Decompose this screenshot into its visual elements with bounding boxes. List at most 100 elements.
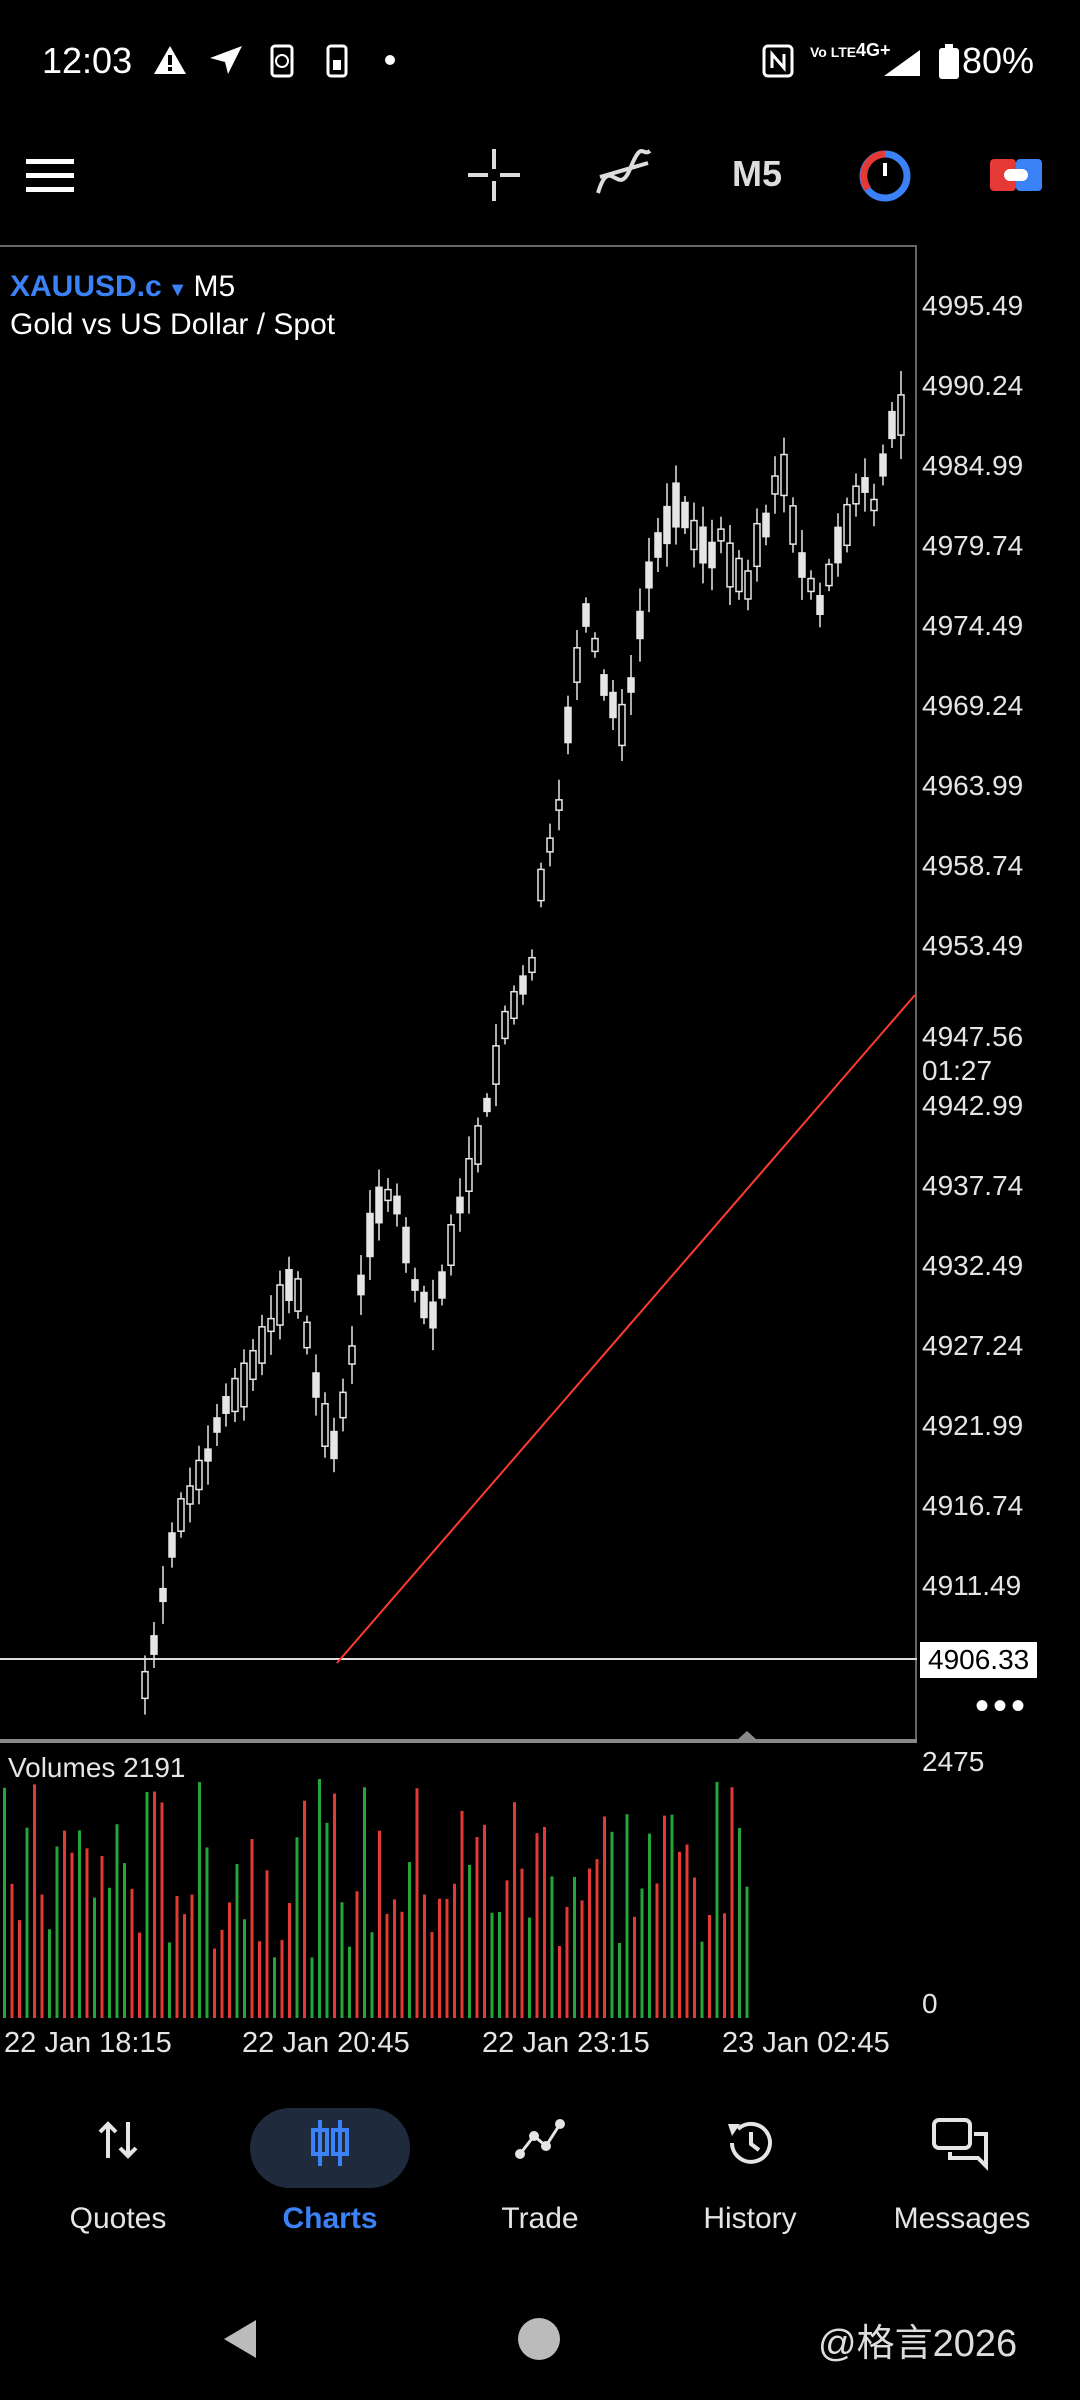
price-tick-label: 4990.24 <box>922 370 1024 401</box>
volume-bar <box>198 1782 201 2018</box>
candle-body <box>150 1635 158 1655</box>
candle-body <box>870 498 878 512</box>
network-type: 4G+ <box>856 40 891 60</box>
home-button[interactable] <box>518 2318 560 2360</box>
candle-body <box>375 1186 383 1224</box>
nav-label: Quotes <box>69 2202 167 2235</box>
status-bar: 12:03 Vo LTE 4G+ 80% <box>0 0 1080 125</box>
volume-bar <box>235 1864 239 2018</box>
phone-sync-icon <box>270 44 294 78</box>
volume-bar <box>258 1941 261 2018</box>
volume-bar <box>400 1911 404 2018</box>
indicators-icon[interactable] <box>596 147 652 199</box>
chevron-down-icon[interactable]: ▼ <box>167 279 188 301</box>
nav-label: Messages <box>893 2202 1031 2235</box>
volume-bar <box>610 1831 614 2018</box>
volume-bar <box>33 1784 36 2018</box>
volume-bar <box>475 1837 479 2018</box>
symbol-name[interactable]: XAUUSD.c <box>10 270 162 303</box>
candle-body <box>843 503 851 547</box>
candle-body <box>366 1212 374 1258</box>
volume-bar <box>640 1888 644 2018</box>
volume-bar <box>730 1787 734 2018</box>
volume-bar <box>10 1883 14 2018</box>
symbol-header[interactable]: XAUUSD.c ▼ M5 <box>10 270 235 304</box>
volume-bar <box>595 1859 599 2018</box>
nav-charts[interactable]: Charts <box>222 2090 438 2250</box>
volume-bar <box>348 1946 351 2018</box>
candle-body <box>753 522 761 568</box>
volume-bar <box>700 1941 704 2018</box>
candle-body <box>825 563 833 587</box>
current-price-label: 4947.56 01:27 <box>922 1020 1023 1088</box>
volume-bar <box>303 1800 306 2018</box>
volume-bar <box>445 1898 449 2018</box>
volume-bar <box>160 1802 164 2018</box>
crosshair-icon[interactable] <box>468 149 520 201</box>
symbol-description: Gold vs US Dollar / Spot <box>10 308 336 341</box>
candle-body <box>618 703 626 747</box>
bottom-navigation: Quotes Charts Trade History Messages <box>0 2090 1080 2250</box>
volume-bar <box>693 1877 696 2018</box>
price-tick-label: 4969.24 <box>922 690 1024 721</box>
volume-bar <box>588 1868 591 2018</box>
timeframe-button[interactable]: M5 <box>732 153 783 194</box>
volume-bar <box>355 1891 359 2018</box>
chart-toolbar: M5 <box>0 125 1080 240</box>
clock-icon[interactable] <box>858 149 912 203</box>
nav-trade[interactable]: Trade <box>432 2090 648 2250</box>
candle-body <box>159 1587 167 1603</box>
volume-bar <box>505 1880 509 2018</box>
volume-bar <box>115 1824 119 2018</box>
candle-body <box>663 505 671 545</box>
candle-body <box>600 674 608 696</box>
trade-icon <box>515 2119 565 2159</box>
more-options-icon[interactable]: ••• <box>975 1684 1030 1728</box>
charts-icon <box>311 2120 349 2166</box>
volume-bar <box>633 1916 636 2018</box>
signal-icon <box>884 50 920 76</box>
volume-bar <box>288 1903 291 2018</box>
nav-quotes[interactable]: Quotes <box>10 2090 226 2250</box>
price-tick-label: 4958.74 <box>922 850 1024 881</box>
candle-body <box>546 837 554 853</box>
time-tick-label: 22 Jan 20:45 <box>242 2027 410 2059</box>
volume-bar <box>333 1793 336 2018</box>
nav-history[interactable]: History <box>642 2090 858 2250</box>
candle-body <box>330 1430 338 1460</box>
volume-bar <box>78 1830 81 2018</box>
volume-bar <box>483 1824 486 2018</box>
candle-body <box>492 1045 500 1085</box>
volume-bar <box>558 1945 561 2018</box>
back-icon[interactable] <box>222 2318 258 2360</box>
battery-icon <box>939 44 959 79</box>
volume-bar <box>175 1895 179 2018</box>
candle-body <box>276 1284 284 1326</box>
candle-body <box>474 1125 482 1165</box>
candle-body <box>789 505 797 545</box>
volume-bar <box>708 1915 711 2018</box>
volume-bar <box>325 1822 329 2018</box>
volume-bar <box>190 1894 194 2018</box>
volume-bar <box>70 1852 74 2018</box>
candle-body <box>726 542 734 588</box>
candle-body <box>573 647 581 683</box>
candle-body <box>213 1417 221 1433</box>
time-tick-label: 22 Jan 23:15 <box>482 2027 650 2059</box>
candle-body <box>888 410 896 440</box>
menu-icon[interactable] <box>26 155 74 195</box>
candle-body <box>429 1301 437 1329</box>
volume-bar <box>415 1788 419 2018</box>
trade-toggle-icon[interactable] <box>990 155 1042 195</box>
horizontal-line-price[interactable]: 4906.33 <box>920 1642 1038 1678</box>
volume-axis-max: 2475 <box>922 1746 985 1777</box>
volume-bar <box>108 1887 111 2018</box>
bar-countdown: 01:27 <box>922 1055 993 1086</box>
candle-body <box>555 799 563 811</box>
candle-body <box>483 1097 491 1113</box>
nav-messages[interactable]: Messages <box>854 2090 1070 2250</box>
price-tick-label: 4932.49 <box>922 1250 1024 1281</box>
volume-bar <box>138 1932 141 2018</box>
candle-body <box>798 552 806 578</box>
candle-body <box>564 706 572 744</box>
